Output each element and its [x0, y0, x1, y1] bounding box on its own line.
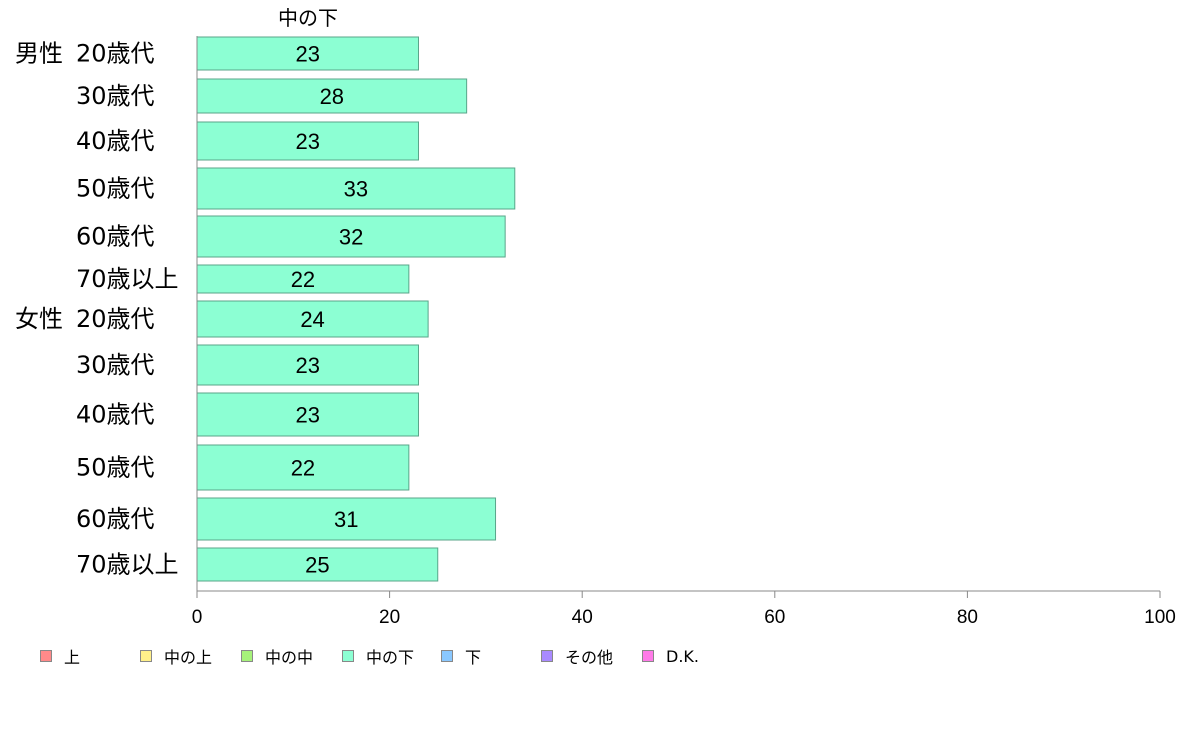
bar [196, 121, 419, 161]
x-tick-label: 60 [764, 607, 785, 628]
bar-value-label: 28 [320, 84, 344, 109]
bar [196, 78, 468, 114]
bar-value-label: 33 [344, 177, 368, 202]
bar-value-label: 32 [339, 225, 363, 250]
legend-swatch [441, 650, 453, 662]
legend-item: 上 [40, 646, 81, 667]
legend-swatch [40, 650, 52, 662]
category-label: 40歳代 [76, 127, 155, 155]
legend-label: 中の下 [366, 648, 415, 667]
x-axis: 0 20 40 60 80 100 [192, 36, 1176, 628]
legend-item: その他 [541, 646, 614, 667]
category-label: 70歳以上 [76, 265, 179, 293]
category-label: 30歳代 [76, 351, 155, 379]
bar-value-label: 31 [334, 507, 358, 532]
bar [196, 215, 506, 258]
category-label: 50歳代 [76, 454, 155, 482]
bar [196, 547, 439, 582]
group-label: 女性 [15, 305, 63, 333]
category-label: 60歳代 [76, 505, 155, 533]
legend: 上 中の上 中の中 中の下 下 その他 D.K. [0, 640, 1188, 670]
legend-swatch [241, 650, 253, 662]
legend-item: 下 [441, 646, 482, 667]
bar [196, 167, 516, 210]
bar [196, 444, 410, 491]
bar-value-label: 23 [296, 353, 320, 378]
x-tick-label: 40 [572, 607, 593, 628]
legend-label: 中の上 [164, 648, 213, 667]
category-label: 50歳代 [76, 175, 155, 203]
category-label: 40歳代 [76, 401, 155, 429]
bar-value-label: 23 [296, 403, 320, 428]
bar-value-label: 22 [291, 456, 315, 481]
legend-item: 中の上 [140, 646, 213, 667]
legend-item: 中の下 [342, 646, 415, 667]
category-labels: 20歳代男性30歳代40歳代50歳代60歳代70歳以上20歳代女性30歳代40歳… [15, 40, 179, 579]
x-tick-label: 80 [957, 607, 978, 628]
category-label: 70歳以上 [76, 551, 179, 579]
legend-label: その他 [565, 648, 614, 667]
bar [196, 36, 419, 71]
bar [196, 497, 497, 541]
bar [196, 300, 429, 338]
legend-label: D.K. [666, 646, 699, 666]
legend-label: 上 [64, 648, 81, 667]
legend-label: 中の中 [265, 648, 314, 667]
legend-item: D.K. [642, 646, 699, 666]
bar-value-label: 25 [305, 553, 329, 578]
group-label: 男性 [15, 40, 63, 68]
bar-value-label: 24 [300, 307, 324, 332]
legend-swatch [342, 650, 354, 662]
chart-title: 中の下 [278, 6, 338, 30]
category-label: 20歳代 [76, 40, 155, 68]
legend-swatch [541, 650, 553, 662]
x-tick-label: 100 [1144, 607, 1176, 628]
category-label: 30歳代 [76, 82, 155, 110]
legend-item: 中の中 [241, 646, 314, 667]
category-label: 20歳代 [76, 305, 155, 333]
x-tick-label: 0 [192, 607, 203, 628]
x-tick-label: 20 [379, 607, 400, 628]
bar-value-label: 23 [296, 129, 320, 154]
bar-value-label: 23 [296, 42, 320, 67]
legend-swatch [140, 650, 152, 662]
legend-label: 下 [465, 648, 482, 667]
bar-value-label: 22 [291, 267, 315, 292]
legend-swatch [642, 650, 654, 662]
category-label: 60歳代 [76, 223, 155, 251]
